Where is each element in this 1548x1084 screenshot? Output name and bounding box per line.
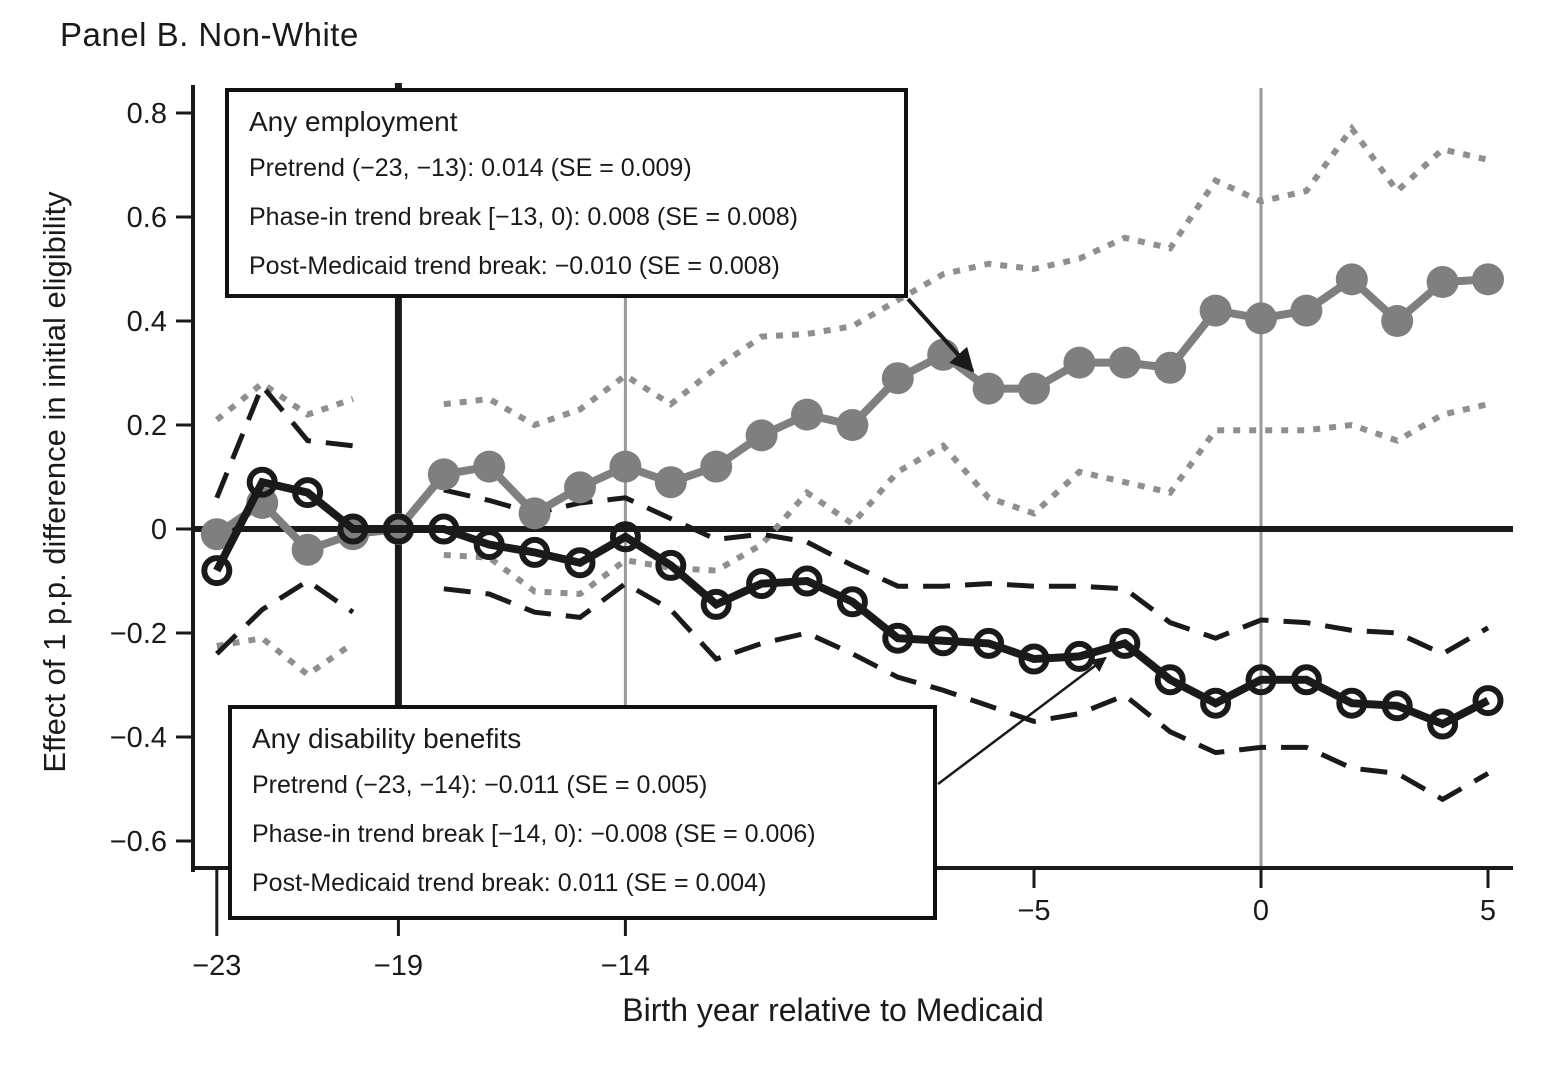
y-tick-label: 0.6 [127, 202, 167, 234]
marker-employment [1199, 294, 1232, 327]
marker-disability [1336, 687, 1368, 719]
marker-disability [246, 466, 278, 498]
annotation-box-disability: Any disability benefits Pretrend (−23, −… [228, 705, 937, 920]
panel-title: Panel B. Non-White [60, 16, 359, 53]
x-tick-label: −19 [374, 950, 423, 982]
marker-disability [882, 622, 914, 654]
marker-employment [927, 338, 960, 371]
y-axis-label: Effect of 1 p.p. difference in initial e… [37, 191, 72, 773]
marker-disability [746, 568, 778, 600]
marker-employment [1108, 346, 1141, 379]
marker-employment [1426, 266, 1459, 298]
x-tick-label: −5 [1017, 895, 1050, 927]
marker-employment [1245, 302, 1277, 335]
x-tick-label: 0 [1253, 895, 1269, 927]
marker-disability [836, 586, 868, 618]
annotation-disability-post: Post-Medicaid trend break: 0.011 (SE = 0… [252, 869, 767, 897]
marker-employment [200, 518, 233, 551]
marker-disability [791, 565, 823, 597]
marker-disability [428, 513, 460, 545]
annotation-disability-pretrend: Pretrend (−23, −14): −0.011 (SE = 0.005) [252, 771, 708, 799]
marker-disability [1290, 664, 1322, 696]
marker-employment [473, 450, 506, 483]
marker-employment [564, 471, 596, 504]
marker-employment [700, 450, 733, 483]
marker-disability [700, 588, 732, 620]
annotation-employment-pretrend: Pretrend (−23, −13): 0.014 (SE = 0.009) [249, 154, 692, 182]
marker-disability [382, 513, 414, 545]
y-tick-label: −0.2 [110, 618, 167, 650]
annotation-employment-title: Any employment [249, 106, 458, 137]
marker-disability [973, 627, 1005, 659]
x-tick-label: −23 [192, 950, 241, 982]
marker-employment [427, 458, 460, 491]
annotation-employment-phasein: Phase-in trend break [−13, 0): 0.008 (SE… [249, 203, 798, 231]
marker-disability [927, 625, 959, 657]
annotation-disability-title: Any disability benefits [252, 723, 522, 754]
x-tick-label: 5 [1480, 895, 1496, 927]
marker-employment [836, 409, 869, 441]
marker-disability [655, 549, 687, 581]
marker-disability [1472, 685, 1504, 717]
marker-disability [473, 529, 505, 561]
marker-disability [564, 547, 596, 579]
annotation-employment-post: Post-Medicaid trend break: −0.010 (SE = … [249, 252, 780, 280]
marker-disability [337, 513, 369, 545]
x-axis-label: Birth year relative to Medicaid [622, 992, 1044, 1028]
marker-employment [881, 362, 914, 395]
marker-employment [791, 398, 823, 431]
y-tick-label: 0.2 [127, 410, 167, 442]
marker-disability [201, 555, 233, 587]
band-employment [214, 123, 1489, 429]
marker-employment [1154, 351, 1187, 384]
band-disability [215, 578, 1490, 803]
marker-disability [1154, 664, 1186, 696]
marker-employment [1063, 346, 1096, 379]
y-tick-label: −0.4 [110, 722, 167, 754]
annotation-disability-phasein: Phase-in trend break [−14, 0): −0.008 (S… [252, 820, 816, 848]
y-tick-label: 0.4 [127, 306, 167, 338]
marker-disability [1200, 687, 1232, 719]
band-employment [216, 401, 1489, 679]
marker-employment [1381, 305, 1414, 337]
marker-employment [1018, 372, 1050, 405]
marker-employment [1335, 263, 1368, 296]
marker-employment [1290, 294, 1323, 327]
marker-disability [292, 477, 324, 509]
y-tick-label: 0.8 [127, 98, 167, 130]
marker-disability [1109, 627, 1141, 659]
marker-disability [1427, 708, 1459, 740]
marker-employment [972, 372, 1005, 405]
marker-disability [519, 536, 551, 568]
marker-disability [1245, 664, 1277, 696]
annotation-box-employment: Any employment Pretrend (−23, −13): 0.01… [225, 88, 908, 298]
marker-disability [609, 521, 641, 553]
marker-disability [1381, 690, 1413, 722]
marker-employment [1472, 263, 1504, 296]
x-tick-label: −14 [601, 950, 650, 982]
marker-employment [745, 419, 778, 452]
marker-employment [291, 533, 324, 566]
y-tick-label: 0 [151, 514, 167, 546]
marker-employment [654, 466, 687, 499]
y-tick-label: −0.6 [110, 826, 167, 858]
marker-employment [609, 450, 642, 483]
band-disability [214, 381, 1490, 657]
marker-employment [518, 497, 551, 530]
